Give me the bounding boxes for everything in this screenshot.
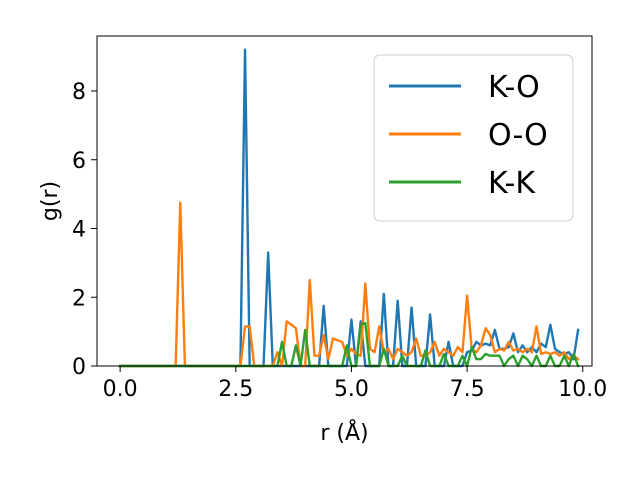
y-tick-label: 4 [72,218,86,243]
y-axis-label: g(r) [38,181,63,221]
x-axis-label: r (Å) [320,419,368,446]
series-line-o-o [118,201,580,368]
legend-box [373,54,574,222]
x-tick-label: 2.5 [218,377,253,402]
legend-label-k-o: K-O [488,70,540,105]
legend: K-O O-O K-K [373,54,574,222]
y-tick-label: 6 [72,149,86,174]
x-tick-label: 5.0 [334,377,369,402]
x-axis: 0.0 2.5 5.0 7.5 10.0 [103,366,607,402]
y-tick-label: 2 [72,286,86,311]
axes-frame [96,35,593,367]
legend-label-k-k: K-K [488,166,536,201]
y-tick-label: 8 [72,80,86,105]
legend-label-o-o: O-O [488,118,548,153]
x-tick-label: 7.5 [450,377,485,402]
x-tick-label: 0.0 [103,377,138,402]
y-tick-label: 0 [72,355,86,380]
x-tick-label: 10.0 [558,377,607,402]
y-axis: 0 2 4 6 8 [72,80,97,380]
